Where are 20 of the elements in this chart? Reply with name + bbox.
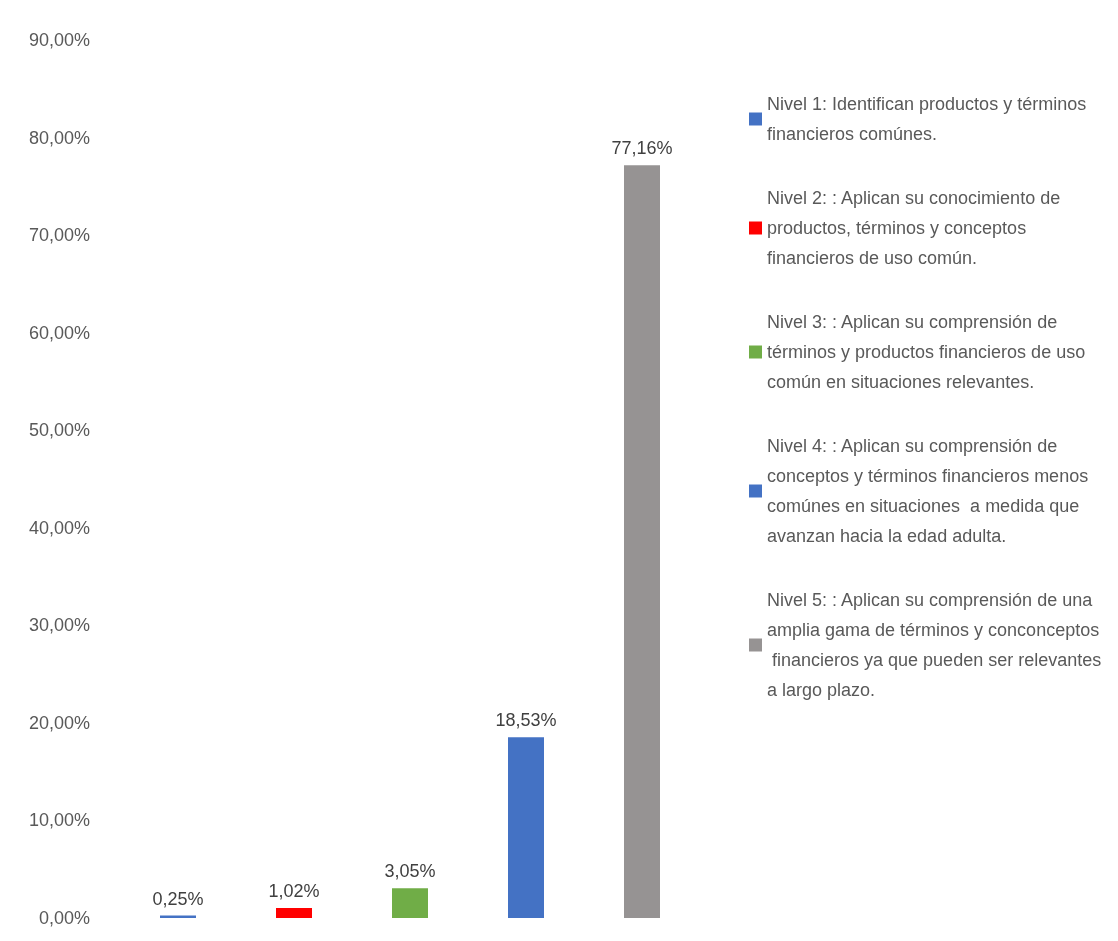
legend-label: Nivel 5: : Aplican su comprensión de una amplia gama de términos y conconceptos financieros ya que pueden ser relevantes a largo plazo. [767,590,1107,700]
y-tick-label: 90,00% [28,30,90,50]
legend-label: Nivel 4: : Aplican su comprensión de conceptos y términos financieros menos comúnes en situaciones a medida que avanzan hacia la edad adulta. [767,436,1094,546]
legend-label: Nivel 2: : Aplican su conocimiento de productos, términos y conceptos financieros de uso común. [767,188,1066,268]
y-tick-label: 40,00% [28,517,90,538]
y-tick-label: 0,00% [38,908,90,928]
y-tick-label: 80,00% [28,127,90,148]
legend-label: Nivel 1: Identifican productos y términos financieros comúnes. [767,94,1092,144]
y-tick-label: 20,00% [28,712,90,733]
data-label: 77,16% [611,138,673,159]
y-tick-label: 10,00% [28,810,90,831]
data-label: 18,53% [495,710,557,731]
data-label: 3,05% [384,861,436,882]
legend-label: Nivel 3: : Aplican su comprensión de términos y productos financieros de uso común en situaciones relevantes. [767,312,1091,392]
y-tick-label: 50,00% [28,420,90,441]
y-tick-label: 70,00% [28,225,90,246]
data-label: 0,25% [152,888,204,909]
data-label: 1,02% [268,881,320,902]
y-tick-label: 60,00% [28,322,90,343]
y-tick-label: 30,00% [28,615,90,636]
